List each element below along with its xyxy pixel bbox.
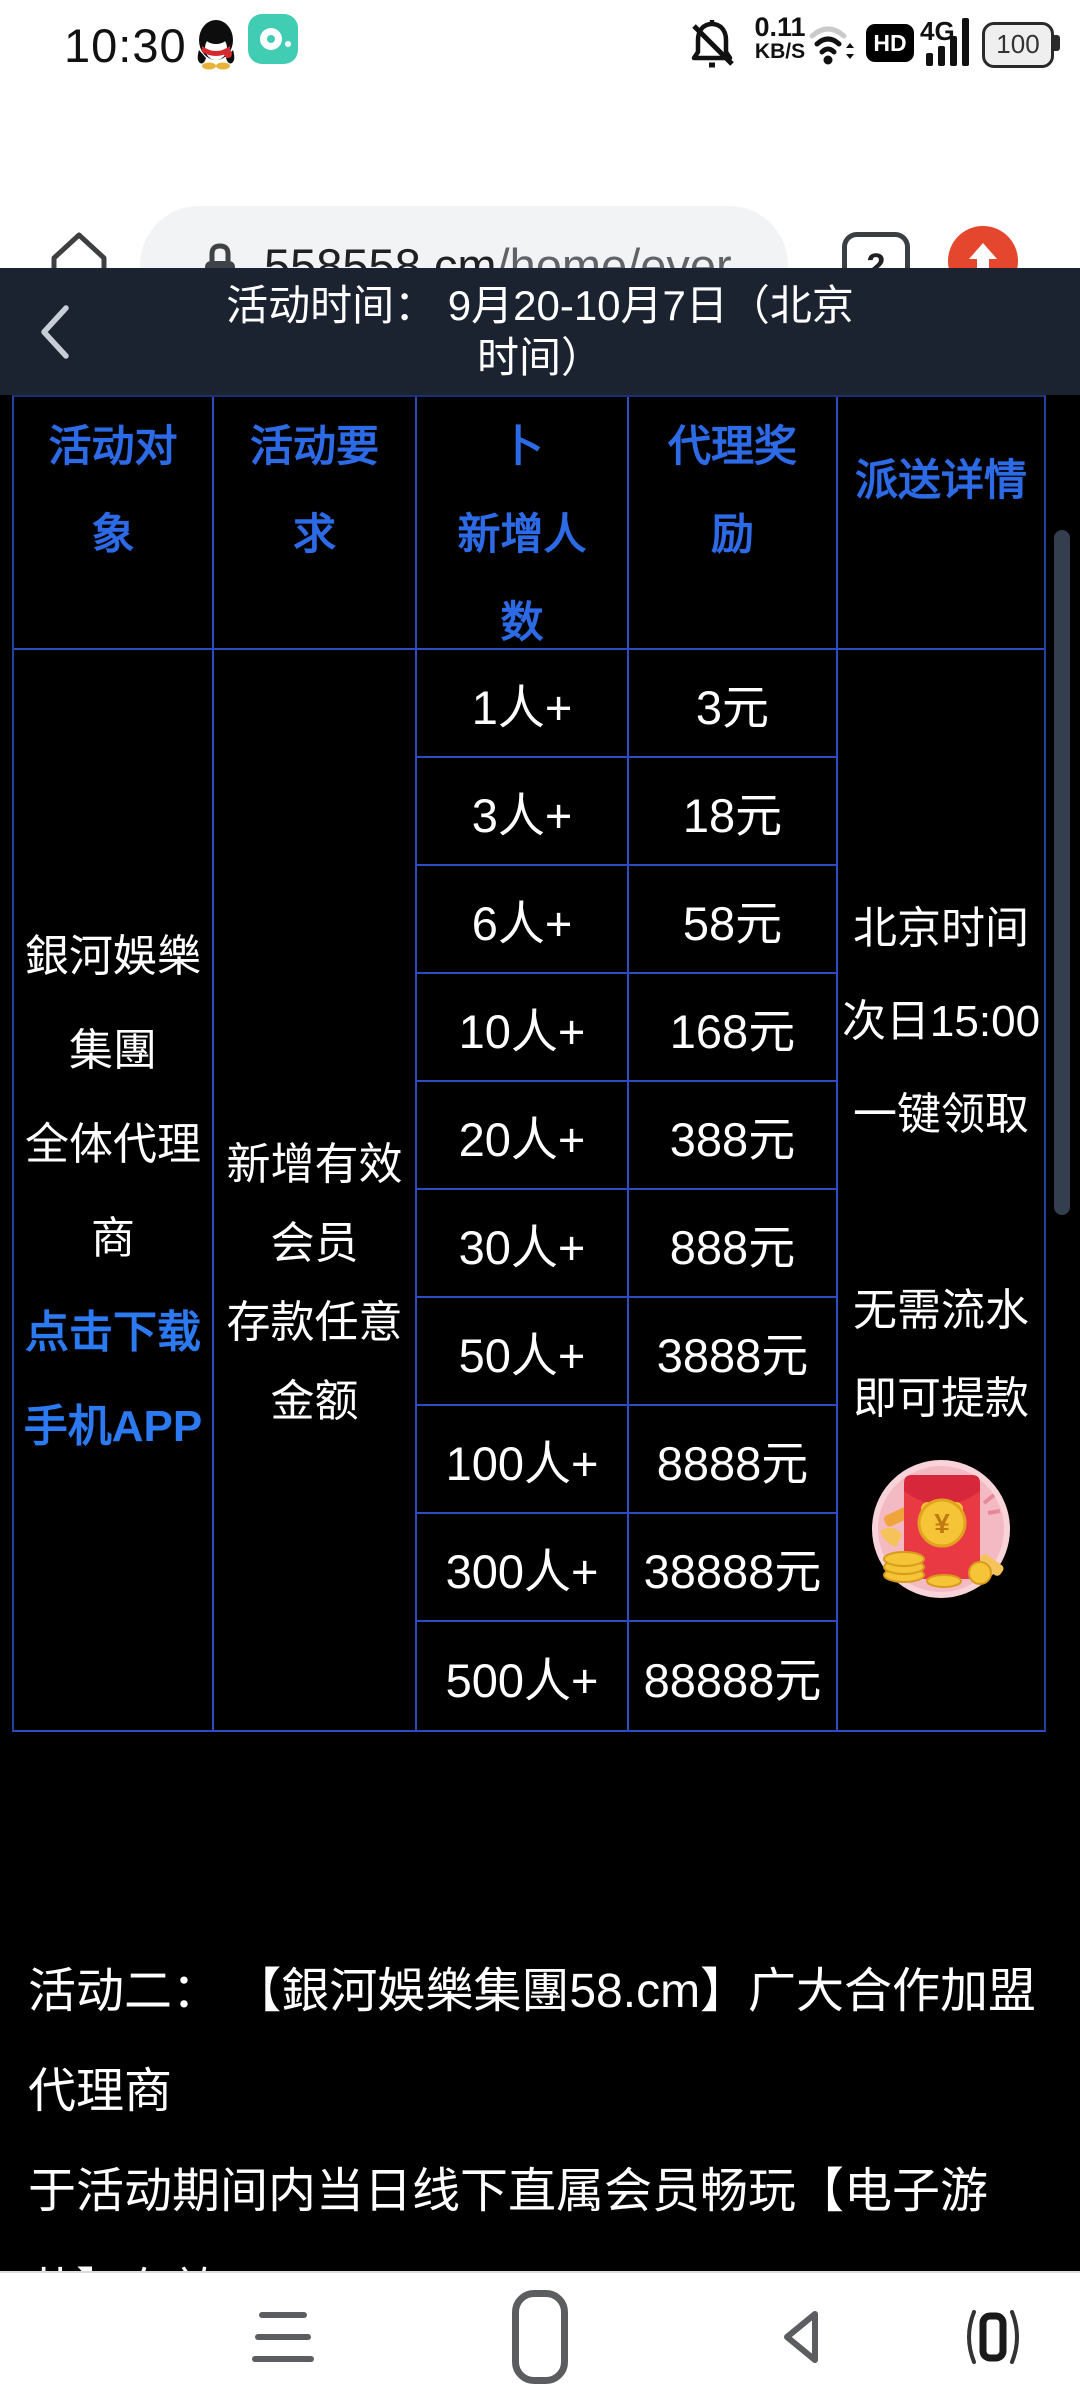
page-title: 活动时间： 9月20-10月7日（北京 时间）	[226, 282, 854, 381]
chat-app-icon	[248, 14, 298, 64]
svg-text:¥: ¥	[934, 1508, 950, 1539]
requirement-cell: 新增有效 会员 存款任意 金额	[214, 650, 417, 1730]
qq-icon	[197, 20, 235, 70]
delivery-cell: 北京时间 次日15:00 一键领取 无需流水 即可提款	[838, 650, 1044, 1730]
table-row-people: 30人+	[417, 1190, 629, 1298]
col-header-requirement: 活动要求	[214, 397, 417, 650]
table-row-people: 3人+	[417, 758, 629, 866]
page-header: 活动时间： 9月20-10月7日（北京 时间）	[0, 268, 1080, 395]
table-row-people: 500人+	[417, 1622, 629, 1730]
table-row-reward: 38888元	[629, 1514, 838, 1622]
table-row-reward: 888元	[629, 1190, 838, 1298]
table-row-reward: 388元	[629, 1082, 838, 1190]
notifications-muted-icon	[691, 20, 734, 68]
nav-home-button[interactable]	[480, 2273, 600, 2400]
table-row-people: 20人+	[417, 1082, 629, 1190]
mobile-app-link[interactable]: 手机APP	[23, 1402, 203, 1451]
up-arrow-icon	[969, 243, 997, 279]
table-row-people: 1人+	[417, 650, 629, 758]
browser-toolbar: 558558.cm/home/ever 2	[0, 86, 1080, 324]
red-envelope-icon[interactable]: ¥	[866, 1451, 1016, 1601]
download-app-link[interactable]: 点击下载	[25, 1308, 201, 1357]
activity-description: 活动二： 【銀河娛樂集團58.cm】广大合作加盟代理商 于活动期间内当日线下直属…	[28, 1965, 1037, 2400]
home-square-icon	[512, 2289, 568, 2384]
nav-one-hand-button[interactable]	[933, 2273, 1053, 2400]
wifi-icon	[809, 26, 854, 65]
table-row-reward: 88888元	[629, 1622, 838, 1730]
table-row-reward: 168元	[629, 974, 838, 1082]
table-row-reward: 8888元	[629, 1406, 838, 1514]
table-row-people: 6人+	[417, 866, 629, 974]
nav-back-button[interactable]	[740, 2273, 860, 2400]
table-row-reward: 3888元	[629, 1298, 838, 1406]
table-row-reward: 18元	[629, 758, 838, 866]
battery-icon: 100	[982, 22, 1060, 68]
table-row-reward: 3元	[629, 650, 838, 758]
hd-icon: HD	[866, 24, 914, 62]
col-header-delivery: 派送详情	[838, 397, 1044, 650]
navigation-bar	[0, 2271, 1080, 2400]
col-header-new-members: 卜新增人数	[417, 397, 629, 650]
table-row-reward: 58元	[629, 866, 838, 974]
signal-bars-icon: 4G	[920, 16, 980, 68]
table-row-people: 10人+	[417, 974, 629, 1082]
back-chevron-icon[interactable]	[36, 302, 74, 362]
table-row-people: 50人+	[417, 1298, 629, 1406]
scrollbar-thumb[interactable]	[1054, 530, 1070, 1215]
one-hand-mode-icon	[967, 2309, 1019, 2364]
target-cell: 銀河娛樂 集團 全体代理 商 点击下载 手机APP	[14, 650, 214, 1730]
status-bar: 10:30 0.11 KB/S	[0, 0, 1080, 86]
col-header-target: 活动对象	[14, 397, 214, 650]
nav-menu-button[interactable]	[223, 2273, 343, 2400]
clock: 10:30	[64, 19, 187, 72]
table-row-people: 100人+	[417, 1406, 629, 1514]
col-header-reward: 代理奖励	[629, 397, 838, 650]
table-row-people: 300人+	[417, 1514, 629, 1622]
promo-table: 活动对象 活动要求 卜新增人数 代理奖励 派送详情 銀河娛樂 集團 全体代理 商…	[12, 395, 1046, 1732]
menu-icon	[252, 2311, 314, 2362]
back-triangle-icon	[784, 2310, 818, 2363]
network-speed: 0.11 KB/S	[754, 12, 806, 63]
